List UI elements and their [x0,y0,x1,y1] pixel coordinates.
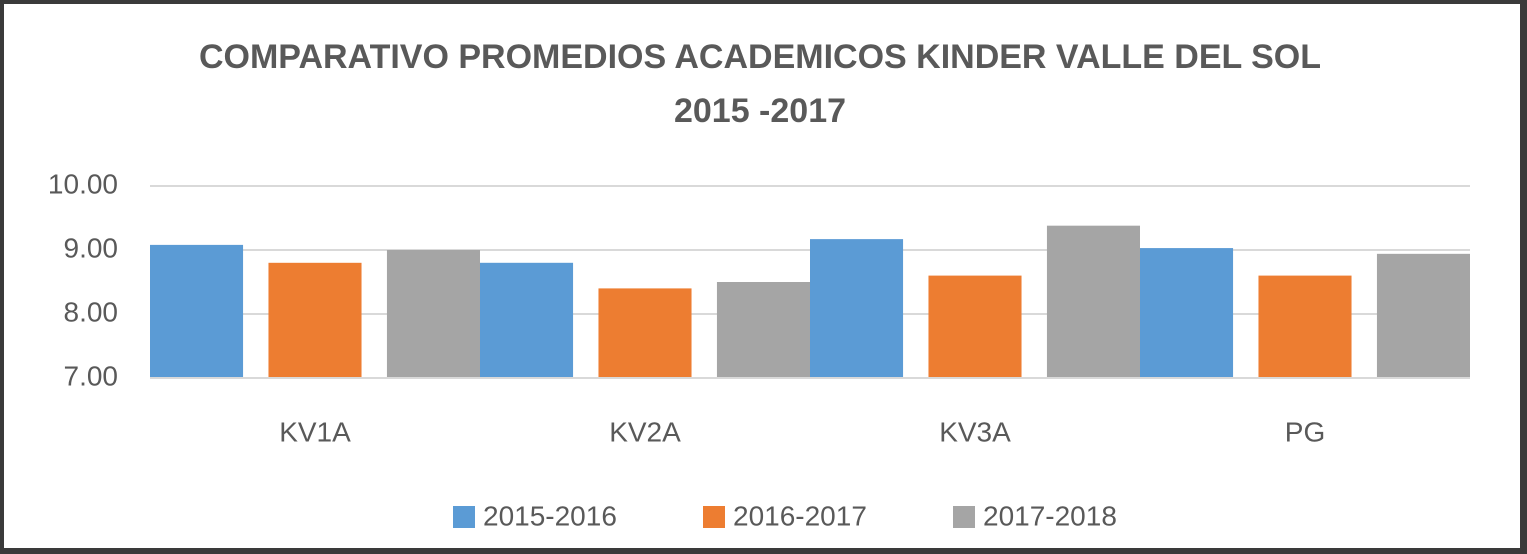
legend-label: 2017-2018 [983,500,1117,531]
legend-label: 2015-2016 [483,500,617,531]
bar [150,244,244,378]
y-tick-label: 10.00 [48,168,118,199]
bar [1376,253,1470,378]
legend-label: 2016-2017 [733,500,867,531]
bar [386,250,480,378]
x-tick-label: PG [1285,416,1325,447]
x-tick-label: KV2A [609,416,681,447]
bar [1140,248,1234,378]
chart-title: COMPARATIVO PROMEDIOS ACADEMICOS KINDER … [198,38,1322,130]
y-tick-label: 9.00 [64,232,119,263]
x-tick-label: KV1A [279,416,351,447]
x-tick-label: KV3A [939,416,1011,447]
y-tick-label: 7.00 [64,360,119,391]
bar [1046,225,1140,378]
bar [810,239,904,378]
legend-swatch [703,506,725,528]
bar [716,282,810,378]
bar [598,288,692,378]
legend-swatch [953,506,975,528]
bar [928,275,1022,378]
y-tick-label: 8.00 [64,296,119,327]
bar [480,262,574,378]
bar [1258,275,1352,378]
bar [268,262,362,378]
legend-swatch [453,506,475,528]
